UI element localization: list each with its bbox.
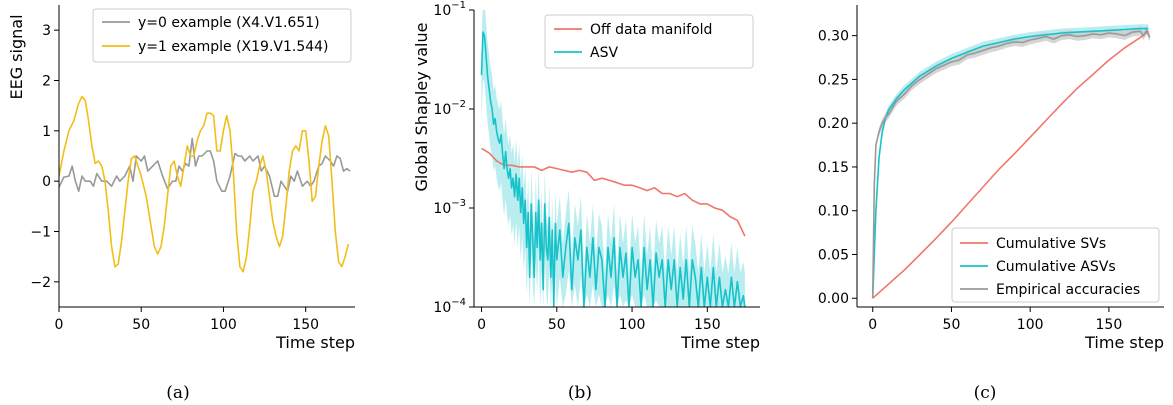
panel-b-ytick-label: 10−4 xyxy=(433,297,466,316)
panel-a-ytick-label: −1 xyxy=(30,225,51,241)
panel-a-xlabel: Time step xyxy=(275,333,355,352)
panel-b-spines xyxy=(473,10,760,308)
panel-a-ytick-label: 1 xyxy=(42,124,51,140)
panel-a-legend-label-1: y=1 example (X19.V1.544) xyxy=(138,39,329,55)
panel-c-xtick-label: 150 xyxy=(1096,317,1123,333)
caption-a: (a) xyxy=(166,383,189,403)
panel-c-ytick-label: 0.10 xyxy=(818,204,849,220)
panel-c-ytick-label: 0.05 xyxy=(818,247,849,263)
panel-c-legend-label-0: Cumulative SVs xyxy=(996,236,1106,252)
panel-c-spines xyxy=(856,5,1164,308)
panel-a-ylabel: EEG signal xyxy=(7,14,26,99)
panel-b-bands xyxy=(481,10,745,307)
panel-a-xtick-label: 100 xyxy=(210,317,237,333)
panel-c-ytick-label: 0.30 xyxy=(818,29,849,45)
panel-b-legend-label-1: ASV xyxy=(590,45,618,61)
panel-a-legend: y=0 example (X4.V1.651) y=1 example (X19… xyxy=(92,8,352,63)
panel-b-ticks: 0 50 100 150 10−4 10−3 10−2 10−1 xyxy=(433,0,720,333)
panel-c-xlabel: Time step xyxy=(1084,333,1164,352)
caption-b: (b) xyxy=(568,383,592,403)
panel-c-ytick-label: 0.20 xyxy=(818,116,849,132)
panel-a-xtick-label: 50 xyxy=(132,317,150,333)
panel-c-xtick-label: 0 xyxy=(868,317,877,333)
caption-c: (c) xyxy=(974,383,997,403)
panel-c-series-2-line xyxy=(871,29,1151,299)
panel-c-ytick-label: 0.15 xyxy=(818,160,849,176)
panel-c-xtick-label: 50 xyxy=(943,317,961,333)
panel-b-xtick-label: 50 xyxy=(548,317,566,333)
panel-c-legend-box xyxy=(951,227,1160,303)
panel-c-ytick-label: 0.25 xyxy=(818,72,849,88)
panel-c-cumulative: 0 50 100 150 0.00 0.05 0.10 0.15 0.20 0.25 0.30 Ti… xyxy=(818,5,1164,352)
panel-b-ytick-label: 10−1 xyxy=(433,0,466,19)
panel-a-series-1-line xyxy=(59,95,350,273)
panel-a-xtick-label: 0 xyxy=(55,317,64,333)
panel-b-legend-box xyxy=(544,14,754,69)
panel-b-global-shapley: 0 50 100 150 10−4 10−3 10−2 10−1 Global Shapley… xyxy=(412,0,760,352)
panel-a-series-0-line xyxy=(59,137,351,198)
panel-a-legend-label-0: y=0 example (X4.V1.651) xyxy=(138,15,320,31)
panel-c-ytick-label: 0.00 xyxy=(818,291,849,307)
panel-a-ytick-label: 0 xyxy=(42,174,51,190)
panel-b-xlabel: Time step xyxy=(680,333,760,352)
panel-a-ytick-label: −2 xyxy=(30,275,51,291)
panel-b-legend-label-0: Off data manifold xyxy=(590,22,712,38)
panel-a-ytick-label: 3 xyxy=(42,23,51,39)
panel-c-legend: Cumulative SVs Cumulative ASVs Empirical… xyxy=(951,227,1160,303)
panel-a-lines xyxy=(59,95,351,273)
panel-a-legend-box xyxy=(92,8,352,63)
panel-b-series-0-line xyxy=(481,147,746,237)
panel-c-ticks: 0 50 100 150 0.00 0.05 0.10 0.15 0.20 0.25 0.30 xyxy=(818,29,1122,333)
panel-b-xtick-label: 0 xyxy=(477,317,486,333)
panel-b-ylabel: Global Shapley value xyxy=(412,23,431,192)
panel-b-series-1-line xyxy=(480,31,746,307)
panel-b-series-1-band xyxy=(481,10,745,307)
panel-c-xtick-label: 100 xyxy=(1017,317,1044,333)
panel-b-ytick-label: 10−3 xyxy=(433,198,466,217)
panel-b-ytick-label: 10−2 xyxy=(433,99,466,118)
panel-c-legend-label-1: Cumulative ASVs xyxy=(996,259,1116,275)
panel-a-ticks: 0 50 100 150 −2 −1 0 1 2 3 xyxy=(30,23,319,333)
panel-b-lines xyxy=(480,31,746,307)
panel-a-eeg-signal: 0 50 100 150 −2 −1 0 1 2 3 EEG signal Time step y… xyxy=(7,5,355,352)
panel-c-lines xyxy=(871,27,1151,299)
panel-b-legend: Off data manifold ASV xyxy=(544,14,754,69)
panel-b-xtick-label: 100 xyxy=(619,317,646,333)
panel-b-xtick-label: 150 xyxy=(694,317,721,333)
panel-a-ytick-label: 2 xyxy=(42,74,51,90)
panel-a-xtick-label: 150 xyxy=(292,317,319,333)
panel-c-series-0-line xyxy=(872,30,1149,299)
panel-c-legend-label-2: Empirical accuracies xyxy=(996,282,1140,298)
